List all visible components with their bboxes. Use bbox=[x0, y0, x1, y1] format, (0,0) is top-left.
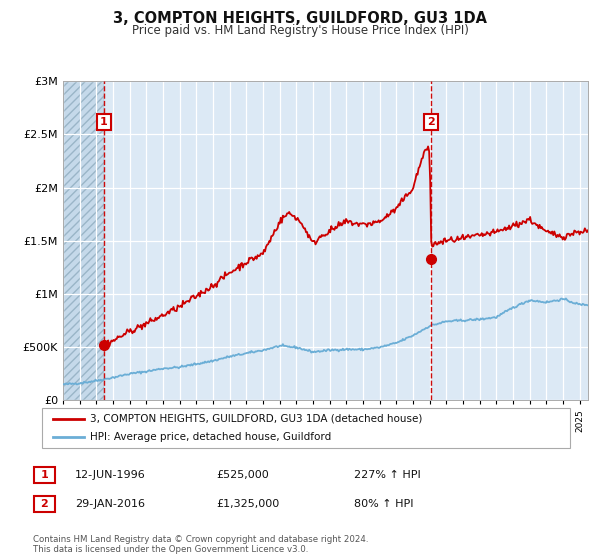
Text: 2: 2 bbox=[41, 499, 48, 509]
Text: HPI: Average price, detached house, Guildford: HPI: Average price, detached house, Guil… bbox=[89, 432, 331, 442]
Text: Price paid vs. HM Land Registry's House Price Index (HPI): Price paid vs. HM Land Registry's House … bbox=[131, 24, 469, 36]
Text: 227% ↑ HPI: 227% ↑ HPI bbox=[354, 470, 421, 480]
Text: 1: 1 bbox=[41, 470, 48, 480]
Text: £525,000: £525,000 bbox=[216, 470, 269, 480]
Text: This data is licensed under the Open Government Licence v3.0.: This data is licensed under the Open Gov… bbox=[33, 545, 308, 554]
Text: 2: 2 bbox=[427, 116, 435, 127]
Text: 3, COMPTON HEIGHTS, GUILDFORD, GU3 1DA (detached house): 3, COMPTON HEIGHTS, GUILDFORD, GU3 1DA (… bbox=[89, 414, 422, 424]
Text: 1: 1 bbox=[100, 116, 108, 127]
Text: 29-JAN-2016: 29-JAN-2016 bbox=[75, 499, 145, 509]
Text: 3, COMPTON HEIGHTS, GUILDFORD, GU3 1DA: 3, COMPTON HEIGHTS, GUILDFORD, GU3 1DA bbox=[113, 11, 487, 26]
Bar bbox=[63, 81, 104, 400]
Bar bbox=[63, 81, 104, 400]
Text: 80% ↑ HPI: 80% ↑ HPI bbox=[354, 499, 413, 509]
Text: £1,325,000: £1,325,000 bbox=[216, 499, 279, 509]
Text: 12-JUN-1996: 12-JUN-1996 bbox=[75, 470, 146, 480]
Text: Contains HM Land Registry data © Crown copyright and database right 2024.: Contains HM Land Registry data © Crown c… bbox=[33, 535, 368, 544]
